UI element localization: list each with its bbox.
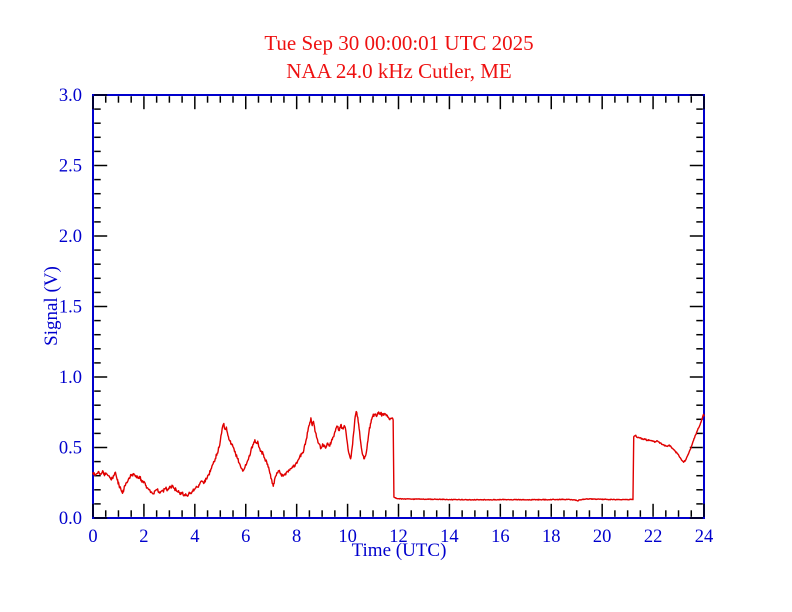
x-tick-label: 18 (542, 527, 561, 547)
y-tick-label: 2.0 (59, 227, 82, 247)
signal-trace (92, 410, 705, 502)
tick-labels-group: 0 2 4 6 8 10 12 14 16 18 20 22 240.00.51.01.52.02.53… (59, 86, 713, 547)
x-tick-label: 22 (644, 527, 663, 547)
signal-trace-group (92, 410, 705, 502)
y-tick-label: 2.5 (59, 157, 82, 177)
x-tick-label: 2 (139, 527, 148, 547)
chart-subtitle: NAA 24.0 kHz Cutler, ME (286, 59, 512, 83)
x-tick-label: 8 (292, 527, 301, 547)
plot-frame-group (92, 94, 705, 519)
x-tick-label: 6 (241, 527, 250, 547)
x-tick-label: 16 (491, 527, 510, 547)
x-tick-label: 14 (440, 527, 459, 547)
plot-frame (92, 94, 705, 519)
tick-marks-group (92, 94, 705, 519)
x-tick-label: 24 (695, 527, 714, 547)
x-tick-label: 12 (389, 527, 408, 547)
x-tick-label: 10 (338, 527, 357, 547)
x-tick-label: 4 (190, 527, 199, 547)
y-tick-label: 0.5 (59, 439, 82, 459)
y-tick-label: 0.0 (59, 509, 82, 529)
y-tick-label: 1.5 (59, 298, 82, 318)
chart-title: Tue Sep 30 00:00:01 UTC 2025 (264, 31, 534, 55)
y-tick-label: 1.0 (59, 368, 82, 388)
y-tick-label: 3.0 (59, 86, 82, 106)
x-tick-label: 20 (593, 527, 612, 547)
x-tick-label: 0 (88, 527, 97, 547)
x-axis-title: Time (UTC) (351, 540, 447, 561)
